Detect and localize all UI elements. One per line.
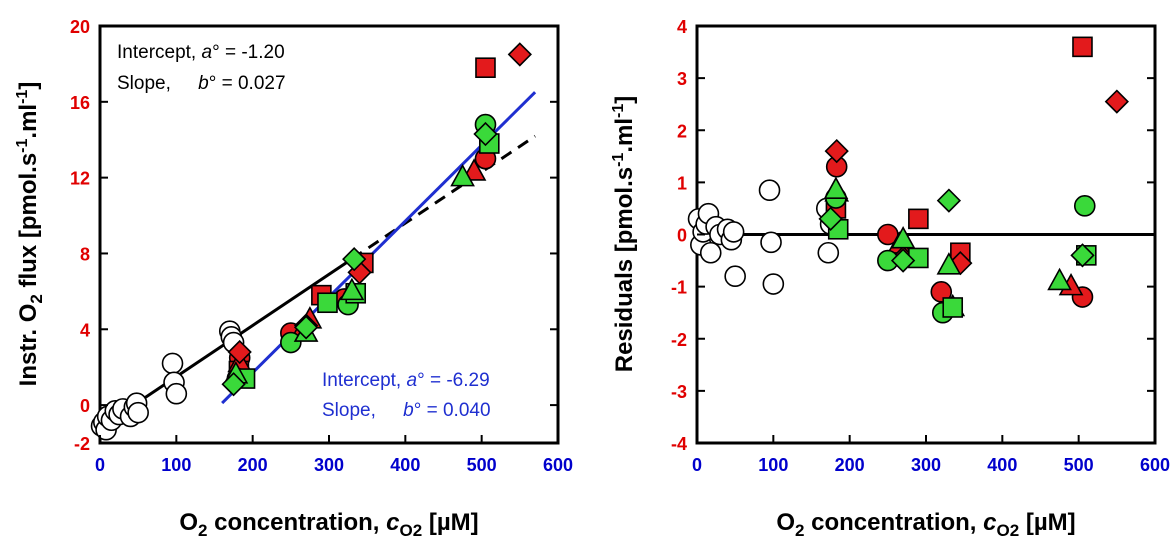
data-point-circle-green [280,331,302,354]
data-point-circle-green [1073,195,1096,217]
data-point-circle-red [930,281,953,303]
black-fit-intercept-label: Intercept, a° = -1.20 [117,42,285,63]
residuals-x-tick-label: 300 [911,455,941,475]
data-point-diamond-red [824,138,849,164]
data-point-diamond-green [818,206,843,231]
black-fit-slope-label: Slope, b° = 0.027 [117,73,286,94]
flux-y-axis-label: Instr. O2 flux [pmol.s-1.ml-1] [14,82,46,387]
data-point-triangle-green [450,163,475,187]
data-point-triangle-green [823,176,849,199]
flux-y-tick-label: 4 [80,320,90,340]
flux-y-tick-label: 0 [80,396,90,416]
flux-x-tick-label: 100 [161,455,191,475]
data-point-circle-white [758,179,781,201]
residuals-x-tick-label: 0 [692,455,702,475]
data-point-diamond-green [473,121,498,147]
data-point-circle-white [760,231,782,254]
residuals-y-axis-label: Residuals [pmol.s-1.ml-1] [610,96,638,373]
residuals-y-tick-label: -1 [671,278,687,298]
data-point-diamond-green [1070,243,1095,268]
data-point-diamond-red [227,339,252,365]
residuals-x-tick-label: 100 [758,455,788,475]
flux-y-tick-label: 20 [70,17,90,37]
residuals-y-tick-label: 0 [677,226,687,246]
residuals-y-tick-label: -4 [671,434,687,454]
residuals-y-tick-label: 4 [677,17,687,37]
data-point-circle-open [165,382,188,405]
data-point-diamond-green [293,315,319,340]
flux-y-tick-label: -2 [74,434,90,454]
residuals-y-tick-label: 3 [677,69,687,89]
data-point-square-green [317,292,338,314]
flux-x-tick-label: 500 [467,455,497,475]
flux-x-tick-label: 200 [238,455,268,475]
data-point-diamond-red [507,42,532,67]
data-point-triangle-green [936,252,962,275]
flux-y-tick-label: 16 [70,93,90,113]
flux-y-tick-label: 8 [80,244,90,264]
residuals-x-tick-label: 200 [835,455,865,475]
residuals-y-tick-label: -3 [671,382,687,402]
data-point-diamond-green [890,248,916,273]
residuals-y-tick-label: -2 [671,330,687,350]
data-point-diamond-green [936,188,962,213]
black-fit-extrapolation [351,134,536,261]
blue-fit-intercept-label: Intercept, a° = -6.29 [322,370,490,391]
data-point-square-red [908,208,929,230]
data-point-square-green [942,297,964,318]
flux-x-tick-label: 0 [95,455,105,475]
data-point-diamond-green [221,372,246,397]
data-point-circle-open [161,352,184,375]
data-point-circle-white [724,265,746,288]
data-point-square-red [475,57,496,79]
data-point-triangle-green [890,226,916,249]
residuals-x-axis-label: O2 concentration, cO2 [µM] [776,509,1075,540]
residuals-y-tick-label: 2 [677,121,687,141]
data-point-circle-white [817,241,840,264]
flux-x-axis-label: O2 concentration, cO2 [µM] [179,509,478,540]
data-point-circle-open [127,401,149,424]
residuals-x-tick-label: 500 [1064,455,1094,475]
residuals-x-tick-label: 600 [1140,455,1170,475]
flux-x-tick-label: 300 [314,455,344,475]
data-point-circle-white [699,241,722,264]
data-point-triangle-green [1047,267,1072,291]
residuals-y-tick-label: 1 [677,173,687,193]
data-point-triangle-green [339,277,365,301]
flux-x-tick-label: 600 [543,455,573,475]
residuals-chart: 0 100 200 300 400 500 600 -4 -3 -2 -1 0 1 2 3 4 Residu… [610,17,1170,540]
flux-x-tick-label: 400 [390,455,420,475]
data-point-circle-white [722,221,745,243]
flux-y-tick-label: 12 [70,169,90,189]
data-point-square-red [1072,36,1093,58]
data-point-diamond-green [342,247,367,272]
data-point-diamond-red [1104,89,1129,114]
residuals-x-tick-label: 400 [987,455,1017,475]
blue-fit-slope-label: Slope, b° = 0.040 [322,400,491,421]
data-point-circle-white [762,273,785,295]
